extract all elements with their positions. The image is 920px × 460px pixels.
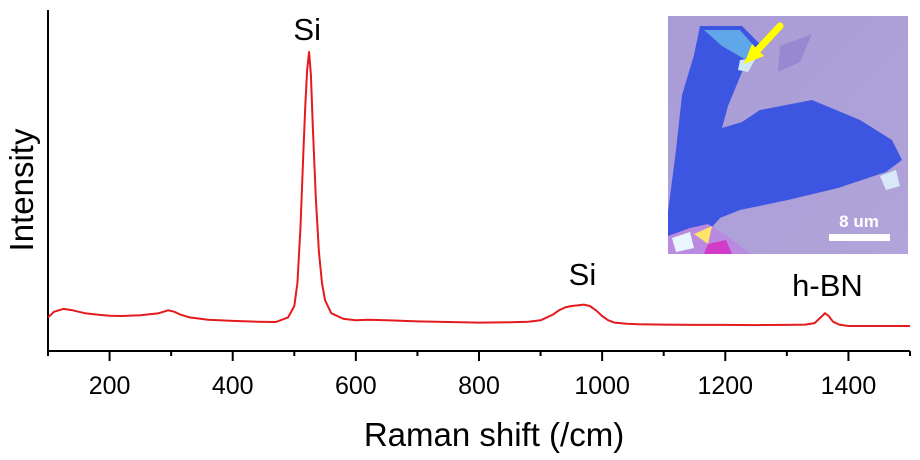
yellow-patch xyxy=(694,226,712,244)
x-tick-label: 1200 xyxy=(697,372,753,400)
x-tick-label: 800 xyxy=(458,372,500,400)
x-axis-title: Raman shift (/cm) xyxy=(364,416,624,453)
magenta-patch xyxy=(704,240,732,254)
x-tick-label: 200 xyxy=(89,372,131,400)
x-tick-label: 1000 xyxy=(574,372,630,400)
bright-spot xyxy=(672,232,694,252)
scale-bar-label: 8 um xyxy=(839,212,879,231)
peak-label: h-BN xyxy=(792,268,863,303)
y-axis-title: Intensity xyxy=(3,128,40,251)
flake-shading xyxy=(704,30,754,60)
peak-annotations: Si Si h-BN xyxy=(293,12,862,303)
hbn-flake xyxy=(668,26,902,254)
x-tick-labels: 200 400 600 800 1000 1200 1400 xyxy=(89,372,877,400)
flake-edge-highlight xyxy=(738,58,756,72)
x-tick-label: 600 xyxy=(335,372,377,400)
peak-label: Si xyxy=(569,257,597,292)
x-tick-label: 400 xyxy=(212,372,254,400)
yellow-arrow-icon xyxy=(744,22,784,64)
x-tick-label: 1400 xyxy=(821,372,877,400)
raman-spectrum-line xyxy=(47,51,910,327)
inset-microscope-image: 8 um xyxy=(668,16,908,254)
scale-bar xyxy=(829,234,890,241)
right-fragment xyxy=(880,170,900,190)
peak-label: Si xyxy=(293,12,321,47)
x-ticks xyxy=(47,351,911,361)
thin-flake xyxy=(778,34,812,72)
